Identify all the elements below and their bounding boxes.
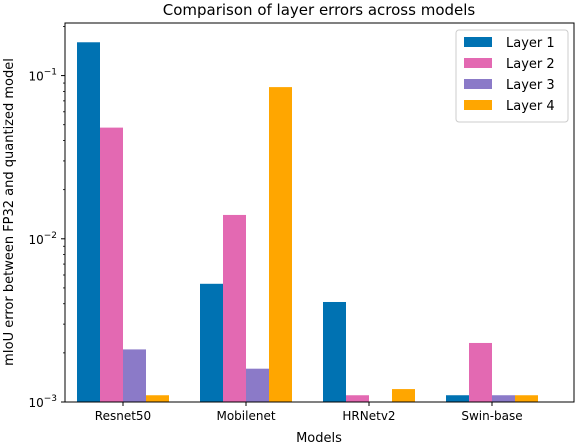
x-axis-label: Models <box>296 431 342 444</box>
y-tick-label: 10−2 <box>28 231 57 247</box>
bar-mobilenet-layer-4 <box>269 87 292 402</box>
legend-swatch <box>464 58 492 68</box>
x-tick-label: Mobilenet <box>216 409 275 423</box>
bar-swin-base-layer-3 <box>492 395 515 402</box>
bar-mobilenet-layer-1 <box>200 283 223 402</box>
x-tick-label: HRNetv2 <box>342 409 395 423</box>
legend-label: Layer 2 <box>506 57 555 72</box>
bar-mobilenet-layer-3 <box>246 368 269 402</box>
bar-swin-base-layer-1 <box>446 395 469 402</box>
bar-hrnetv2-layer-2 <box>346 395 369 402</box>
legend-swatch <box>464 100 492 110</box>
chart-title: Comparison of layer errors across models <box>163 1 476 19</box>
bar-hrnetv2-layer-1 <box>323 301 346 402</box>
y-axis-ticks: 10−3 10−2 10−1 <box>28 68 65 410</box>
x-axis-ticks: Resnet50 Mobilenet HRNetv2 Swin-base <box>95 402 523 423</box>
plot-frame <box>64 22 575 403</box>
x-tick-label: Resnet50 <box>95 409 151 423</box>
bar-resnet50-layer-4 <box>146 395 169 402</box>
bar-resnet50-layer-3 <box>123 349 146 402</box>
bar-swin-base-layer-4 <box>515 395 538 402</box>
legend-swatch <box>464 37 492 47</box>
legend-label: Layer 4 <box>506 99 555 114</box>
x-tick-label: Swin-base <box>461 409 522 423</box>
bar-resnet50-layer-1 <box>77 42 100 403</box>
bar-mobilenet-layer-2 <box>223 214 246 402</box>
legend: Layer 1 Layer 2 Layer 3 Layer 4 <box>455 29 569 123</box>
y-tick-label: 10−3 <box>28 394 57 410</box>
legend-box <box>455 29 569 123</box>
legend-swatch <box>464 79 492 89</box>
bars-group <box>77 42 538 403</box>
legend-label: Layer 3 <box>506 78 555 93</box>
bar-swin-base-layer-2 <box>469 342 492 402</box>
bar-hrnetv2-layer-4 <box>392 389 415 402</box>
legend-label: Layer 1 <box>506 36 555 51</box>
y-axis-label: mIoU error between FP32 and quantized mo… <box>2 58 17 366</box>
bar-resnet50-layer-2 <box>100 127 123 403</box>
y-tick-label: 10−1 <box>28 68 57 84</box>
